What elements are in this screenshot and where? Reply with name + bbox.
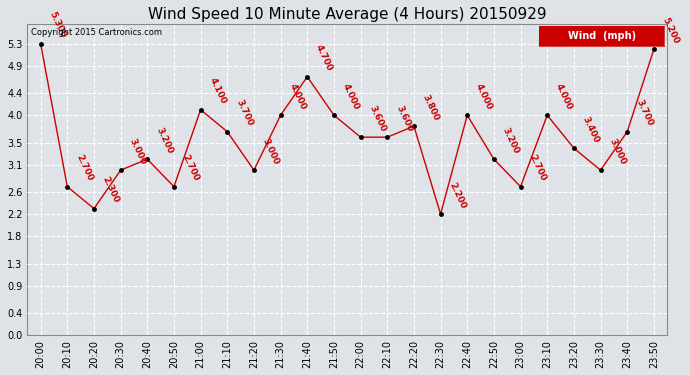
- Text: 3.200: 3.200: [155, 126, 175, 155]
- Text: 2.700: 2.700: [528, 153, 548, 183]
- Text: 3.600: 3.600: [368, 104, 388, 133]
- Text: 4.700: 4.700: [314, 43, 335, 72]
- Text: 3.400: 3.400: [581, 115, 601, 144]
- Text: 2.700: 2.700: [75, 153, 95, 183]
- Text: 4.000: 4.000: [474, 82, 494, 111]
- Text: 3.600: 3.600: [394, 104, 414, 133]
- Text: 4.000: 4.000: [288, 82, 308, 111]
- Text: 5.300: 5.300: [48, 10, 68, 40]
- Text: 2.700: 2.700: [181, 153, 201, 183]
- Text: 3.000: 3.000: [261, 137, 281, 166]
- Text: 3.000: 3.000: [128, 137, 148, 166]
- Text: 5.200: 5.200: [661, 16, 681, 45]
- Text: 3.800: 3.800: [421, 93, 441, 122]
- Text: Copyright 2015 Cartronics.com: Copyright 2015 Cartronics.com: [30, 28, 161, 37]
- Text: 4.000: 4.000: [341, 82, 361, 111]
- Text: 3.700: 3.700: [234, 98, 255, 128]
- Text: 2.200: 2.200: [448, 181, 468, 210]
- Text: 4.000: 4.000: [554, 82, 574, 111]
- Text: 3.700: 3.700: [634, 98, 654, 128]
- Text: 3.000: 3.000: [607, 137, 627, 166]
- Title: Wind Speed 10 Minute Average (4 Hours) 20150929: Wind Speed 10 Minute Average (4 Hours) 2…: [148, 7, 546, 22]
- Text: 4.100: 4.100: [208, 76, 228, 105]
- Text: 2.300: 2.300: [101, 175, 121, 204]
- Text: 3.200: 3.200: [501, 126, 521, 155]
